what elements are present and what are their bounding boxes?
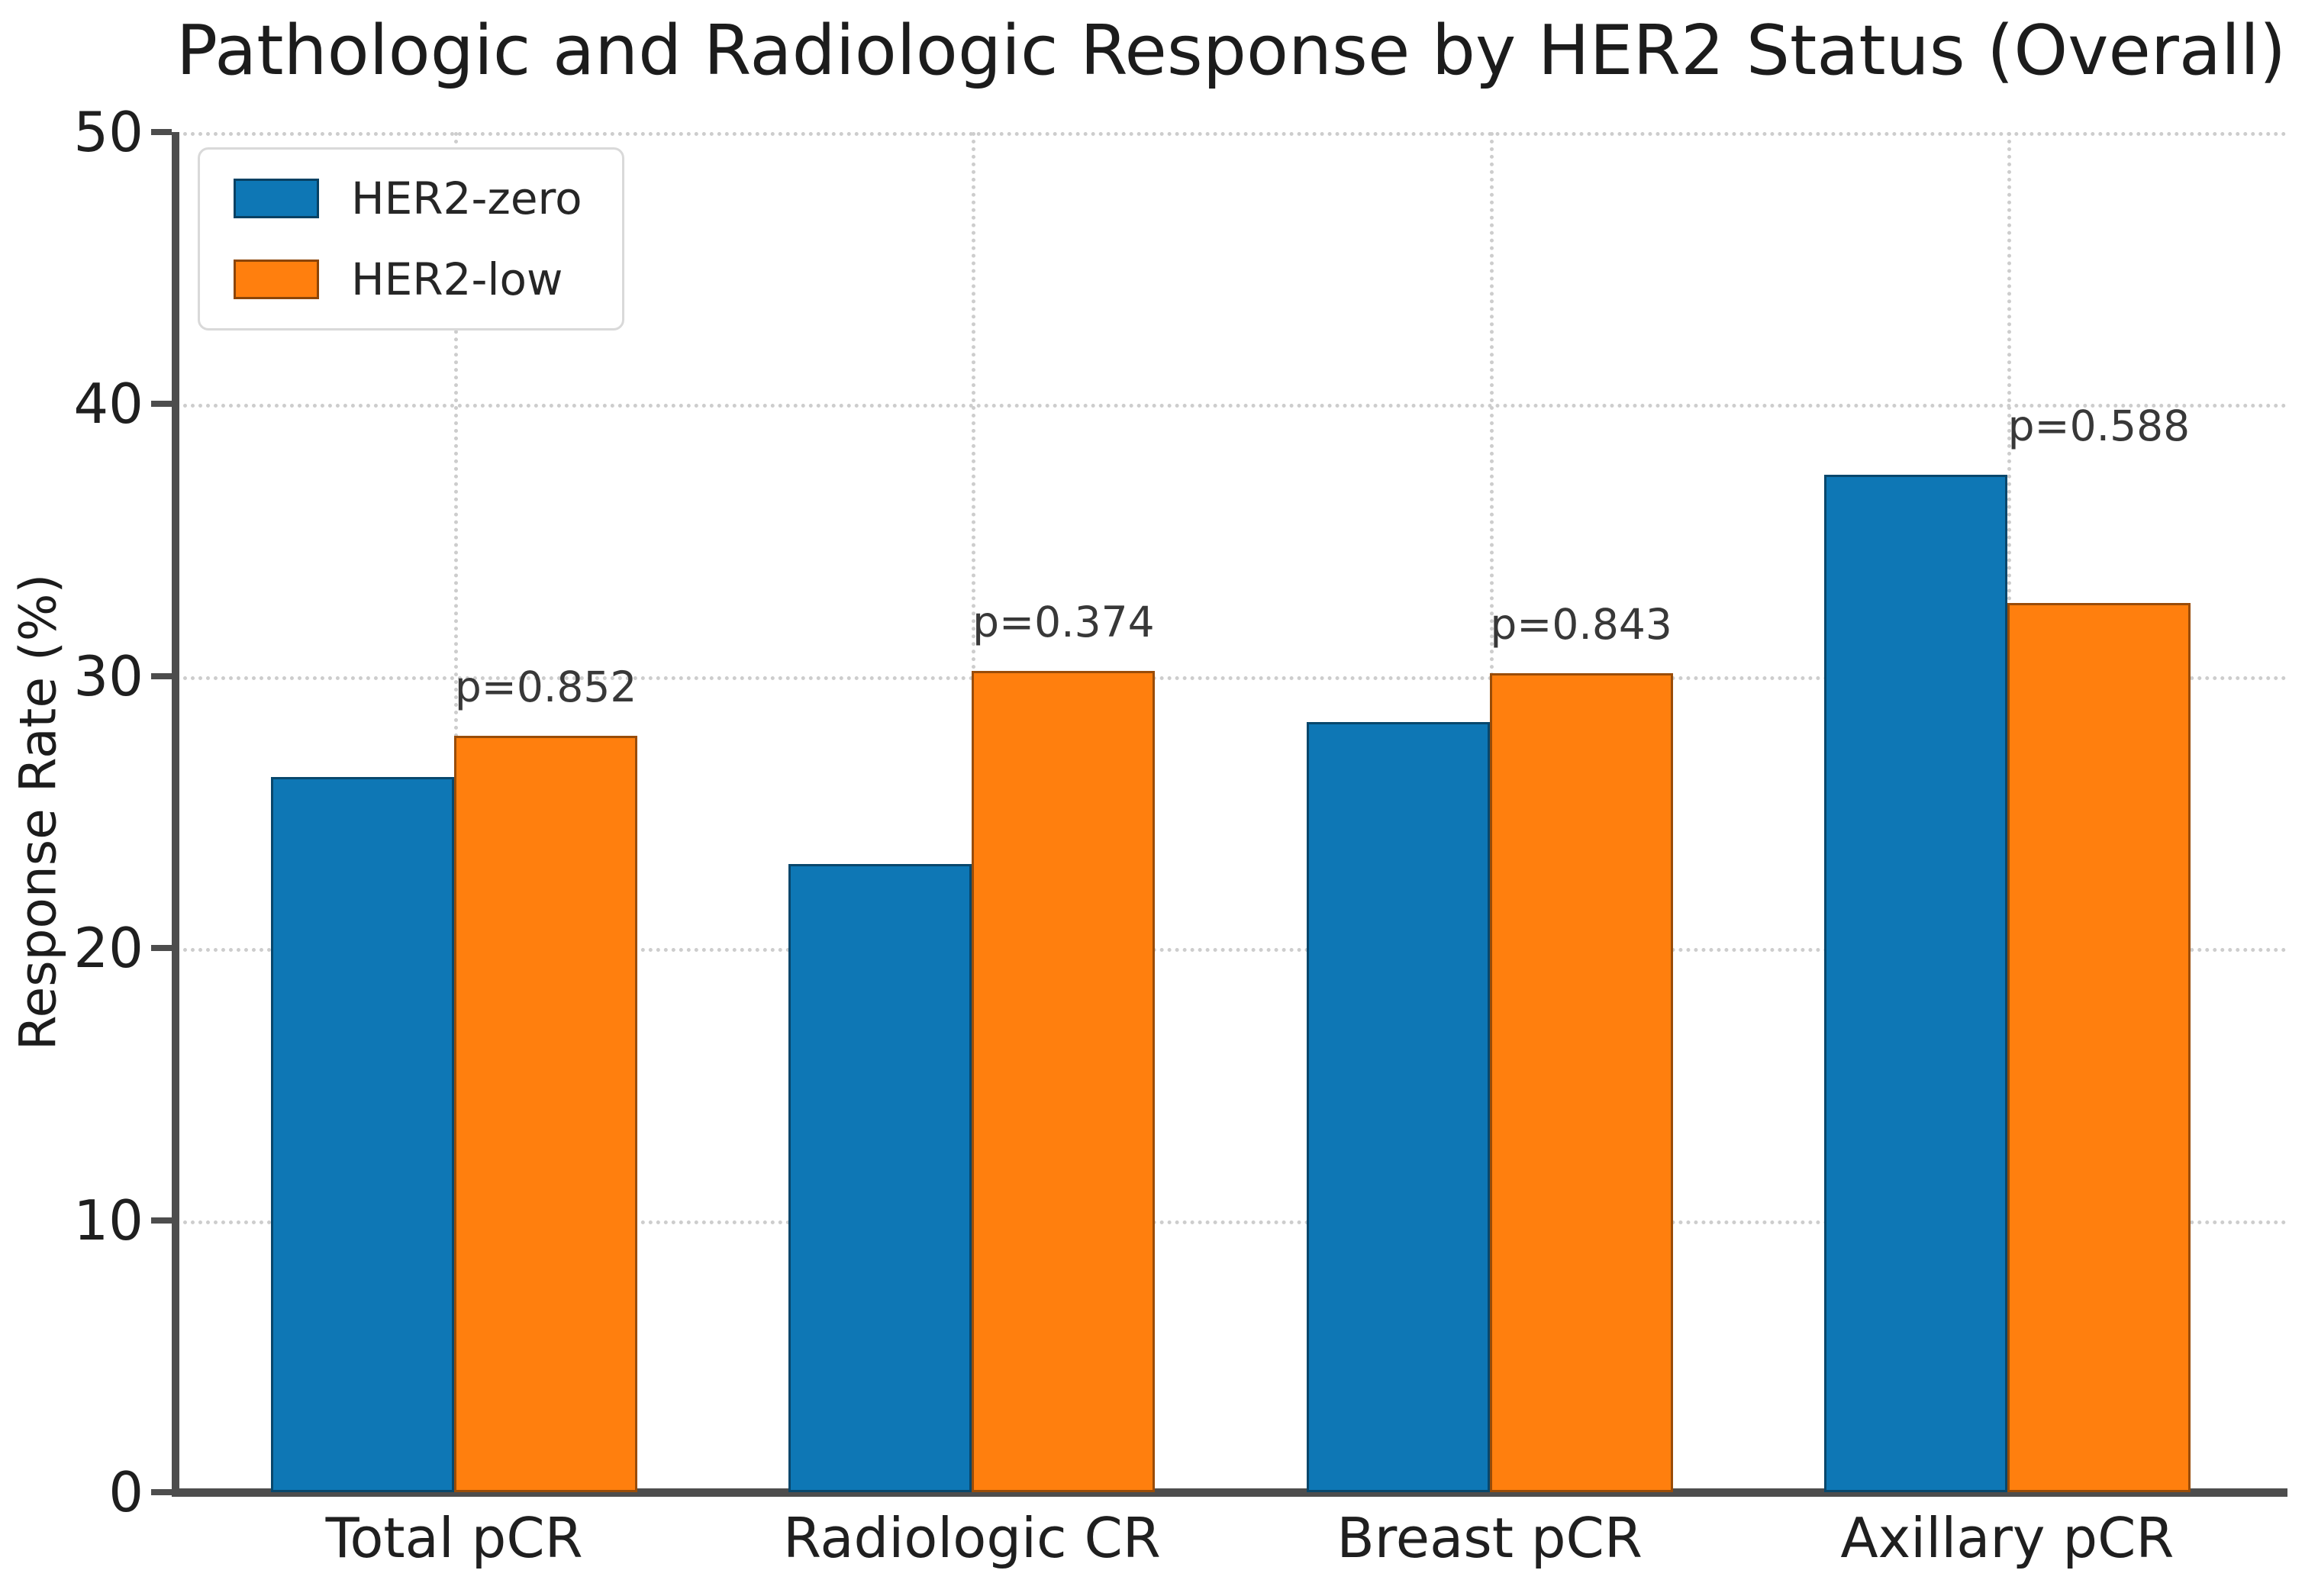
bar-her2-low-2 bbox=[1489, 673, 1673, 1492]
legend-label: HER2-zero bbox=[351, 172, 582, 224]
legend-swatch-her2-zero bbox=[234, 179, 319, 218]
legend-label: HER2-low bbox=[351, 253, 563, 305]
y-tick-mark-50 bbox=[151, 129, 172, 135]
y-tick-label-50: 50 bbox=[73, 100, 143, 164]
bar-her2-low-1 bbox=[972, 670, 1156, 1492]
y-tick-label-40: 40 bbox=[73, 372, 143, 437]
y-tick-mark-30 bbox=[151, 672, 172, 679]
h-gridline-20 bbox=[176, 948, 2287, 953]
bar-her2-low-3 bbox=[2007, 602, 2191, 1492]
x-tick-label-3: Axillary pCR bbox=[1840, 1506, 2175, 1570]
bar-her2-zero-0 bbox=[271, 776, 455, 1492]
y-axis-spine bbox=[172, 132, 179, 1496]
y-tick-label-30: 30 bbox=[73, 643, 143, 708]
h-gridline-30 bbox=[176, 675, 2287, 680]
y-axis-label: Response Rate (%) bbox=[8, 573, 68, 1051]
bar-her2-zero-2 bbox=[1306, 722, 1490, 1492]
bar-her2-zero-3 bbox=[1823, 475, 2007, 1492]
y-tick-label-10: 10 bbox=[73, 1188, 143, 1253]
y-tick-mark-40 bbox=[151, 401, 172, 408]
y-tick-label-0: 0 bbox=[108, 1460, 143, 1524]
p-value-label-3: p=0.588 bbox=[2007, 401, 2191, 451]
legend-entry: HER2-low bbox=[234, 253, 582, 305]
x-tick-label-1: Radiologic CR bbox=[782, 1506, 1161, 1570]
y-tick-mark-0 bbox=[151, 1489, 172, 1495]
x-tick-label-2: Breast pCR bbox=[1336, 1506, 1643, 1570]
y-tick-mark-10 bbox=[151, 1217, 172, 1224]
plot-area: HER2-zero HER2-low 0 10 20 30 40 50 p=0.852 Tot… bbox=[73, 100, 2287, 1570]
bar-her2-zero-1 bbox=[788, 863, 972, 1492]
h-gridline-10 bbox=[176, 1220, 2287, 1224]
p-value-label-1: p=0.374 bbox=[972, 597, 1155, 646]
y-tick-label-20: 20 bbox=[73, 916, 143, 981]
chart-title: Pathologic and Radiologic Response by HE… bbox=[176, 11, 2287, 91]
y-tick-mark-20 bbox=[151, 945, 172, 952]
legend-entry: HER2-zero bbox=[234, 172, 582, 224]
legend-swatch-her2-low bbox=[234, 260, 319, 299]
p-value-label-0: p=0.852 bbox=[454, 663, 637, 712]
legend: HER2-zero HER2-low bbox=[198, 147, 624, 330]
bar-her2-low-0 bbox=[454, 736, 638, 1492]
p-value-label-2: p=0.843 bbox=[1490, 600, 1672, 650]
h-gridline-40 bbox=[176, 404, 2287, 408]
x-tick-label-0: Total pCR bbox=[325, 1506, 583, 1570]
x-axis-spine bbox=[172, 1488, 2287, 1497]
h-gridline-50 bbox=[176, 132, 2287, 136]
